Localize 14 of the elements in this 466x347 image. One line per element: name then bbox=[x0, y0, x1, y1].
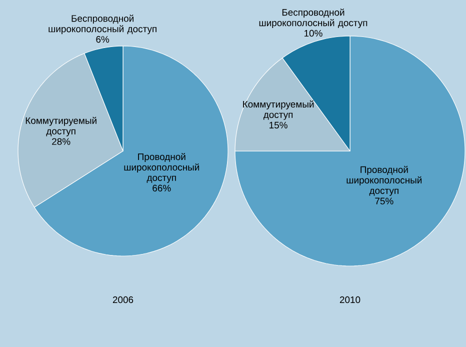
data-label: 28% bbox=[52, 138, 70, 145]
text: 2010 bbox=[340, 296, 360, 304]
slice-label: Беспроводной широкополосный доступ bbox=[259, 8, 368, 28]
slice-label: Проводной широкополосный доступ bbox=[346, 166, 422, 196]
data-label: 10% bbox=[304, 30, 322, 37]
slice-label: Коммутируемый доступ bbox=[243, 100, 314, 120]
text: 2006 bbox=[112, 296, 134, 304]
data-label: 15% bbox=[270, 122, 288, 128]
slice-label: Беспроводной широкополосный доступ bbox=[48, 14, 156, 34]
slice-label: Коммутируемый доступ bbox=[26, 116, 96, 136]
data-label: 6% bbox=[96, 36, 110, 43]
data-label: 75% bbox=[375, 198, 394, 204]
data-label: 66% bbox=[152, 184, 171, 192]
slice-label: Проводной широкополосный доступ bbox=[124, 152, 199, 183]
